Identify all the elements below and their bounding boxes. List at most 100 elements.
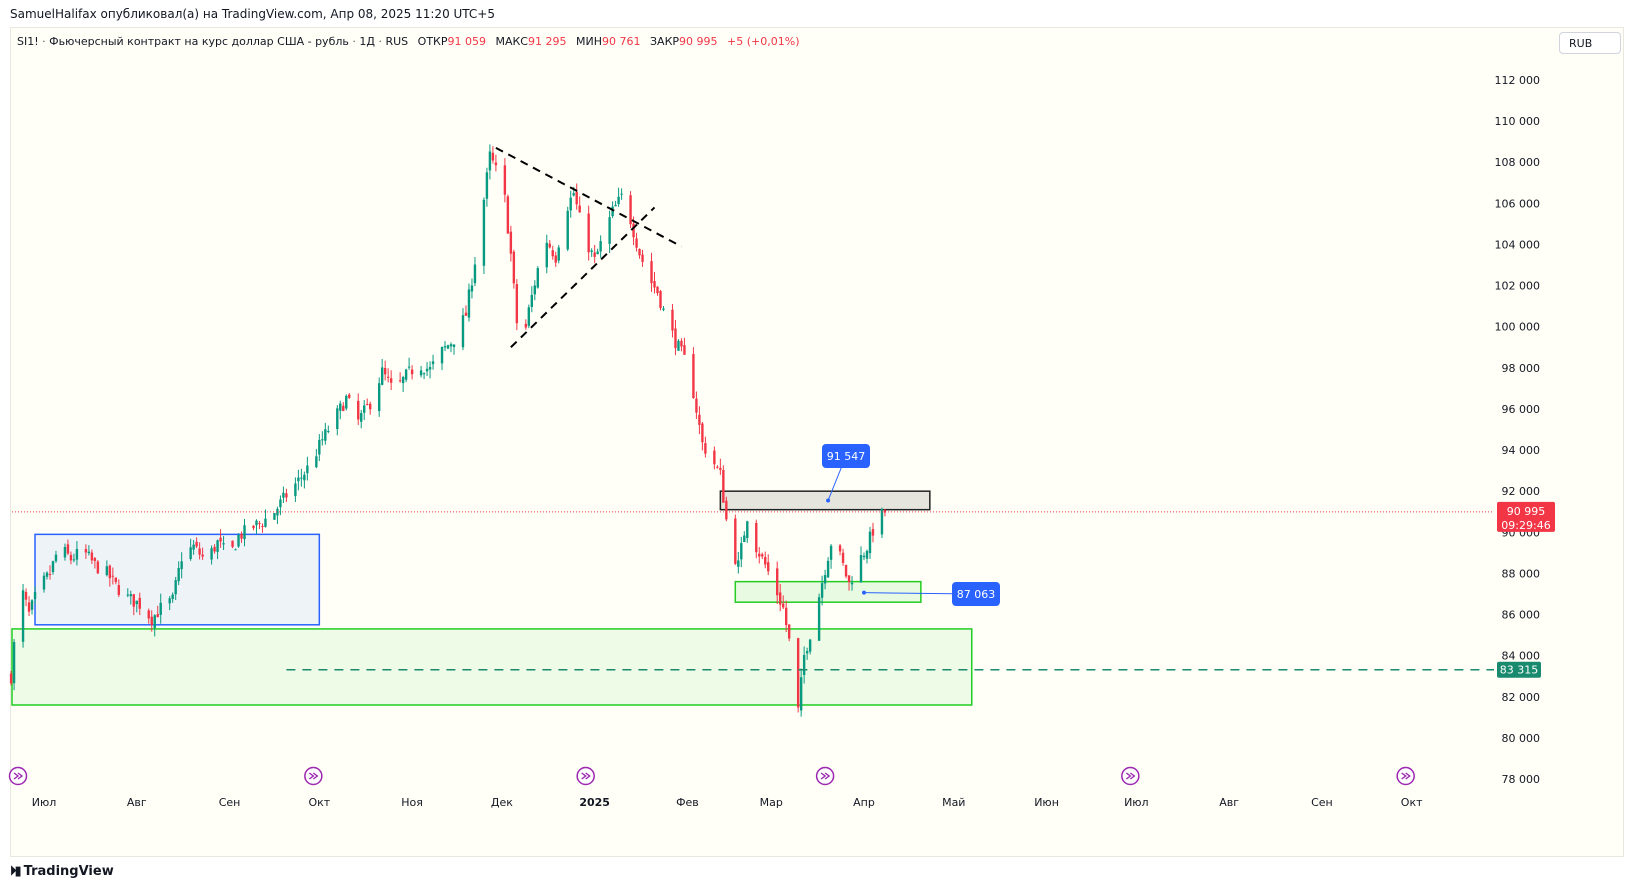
time-tick-label: Ноя — [401, 796, 423, 809]
time-tick-label: Сен — [1311, 796, 1333, 809]
candle-body — [677, 340, 680, 351]
legend-low-value: 90 761 — [602, 35, 641, 48]
candle-body — [180, 561, 183, 570]
candle-body — [369, 403, 372, 410]
symbol-legend[interactable]: SI1! · Фьючерсный контракт на курс долла… — [17, 35, 800, 48]
candle-body — [42, 575, 46, 590]
candle-body — [243, 525, 246, 540]
time-tick-label: Июл — [32, 796, 57, 809]
price-tick-label: 96 000 — [1502, 403, 1541, 416]
candle-body — [345, 395, 348, 409]
candle-body — [419, 370, 423, 376]
candle-body — [572, 193, 575, 196]
event-marker-icon[interactable] — [1396, 766, 1415, 786]
current-price-tag-label: 90 995 — [1507, 505, 1546, 518]
resistance-zone[interactable] — [719, 490, 931, 511]
trendline[interactable] — [495, 146, 682, 248]
candle-body — [880, 508, 884, 535]
candle-body — [147, 610, 150, 619]
candle-body — [425, 368, 429, 372]
candle-body — [515, 284, 519, 324]
candle-body — [656, 286, 659, 294]
candle-body — [177, 567, 180, 582]
candle-body — [826, 560, 830, 578]
candle-body — [841, 552, 845, 563]
range-box[interactable] — [34, 533, 321, 626]
candle-body — [300, 477, 303, 479]
candle-body — [593, 252, 596, 257]
event-marker-icon[interactable] — [1121, 766, 1140, 786]
candle-body — [859, 555, 863, 583]
candle-body — [524, 323, 528, 328]
candle-body — [383, 368, 387, 375]
candle-body — [716, 466, 719, 468]
candle-body — [321, 439, 324, 441]
legend-interval[interactable]: 1Д — [359, 35, 375, 48]
candle-body — [339, 403, 342, 411]
candle-body — [138, 597, 141, 609]
candle-body — [132, 594, 135, 607]
candle-body — [90, 552, 94, 561]
demand-zone[interactable] — [11, 628, 973, 706]
support-zone[interactable] — [734, 580, 922, 603]
candle-body — [201, 554, 204, 557]
callout-box[interactable] — [822, 444, 870, 468]
candle-body — [805, 651, 809, 654]
candle-body — [389, 378, 393, 383]
event-marker-icon[interactable] — [815, 766, 835, 786]
candle-body — [799, 677, 803, 711]
current-price-tag[interactable] — [1497, 501, 1555, 532]
candle-body — [755, 523, 758, 553]
candle-body — [653, 281, 656, 288]
candle-body — [261, 526, 264, 528]
time-tick-label: Дек — [491, 796, 513, 809]
event-marker-icon[interactable] — [576, 766, 595, 786]
candle-body — [72, 559, 76, 561]
candle-body — [297, 477, 300, 482]
candle-body — [776, 568, 779, 596]
candle-body — [871, 529, 875, 536]
candle-body — [883, 510, 887, 513]
event-marker-icon[interactable] — [304, 766, 323, 786]
candle-body — [126, 594, 129, 596]
event-marker-chevron — [308, 772, 319, 780]
target-price-tag[interactable] — [1497, 661, 1541, 678]
candle-body — [315, 456, 318, 468]
candle-body — [659, 291, 662, 309]
time-tick-label: Май — [942, 796, 965, 809]
candle-body — [551, 250, 554, 257]
legend-symbol[interactable]: SI1! — [17, 35, 39, 48]
tradingview-brand: TradingView — [23, 864, 114, 879]
candle-body — [360, 413, 363, 422]
candle-body — [255, 520, 258, 526]
time-tick-label: 2025 — [579, 796, 610, 809]
event-marker-icon[interactable] — [8, 766, 28, 786]
candle-body — [159, 602, 162, 615]
tradingview-logo[interactable]: ⏵▮ TradingView — [10, 864, 114, 879]
candle-body — [348, 394, 351, 398]
price-tick-label: 100 000 — [1495, 321, 1541, 334]
candle-body — [93, 558, 97, 561]
candle-body — [638, 248, 641, 256]
candle-body — [357, 400, 360, 420]
candle-body — [336, 408, 339, 430]
chart-pane[interactable] — [10, 27, 1624, 857]
price-tick-label: 78 000 — [1502, 773, 1541, 786]
currency-button[interactable]: RUB — [1559, 32, 1621, 54]
callout-box[interactable] — [952, 582, 1000, 606]
candle-body — [377, 383, 381, 412]
candle-body — [150, 616, 153, 626]
candle-body — [213, 546, 216, 552]
candle-body — [449, 344, 453, 347]
candle-body — [545, 242, 548, 268]
candle-body — [231, 540, 234, 547]
candle-body — [764, 557, 767, 565]
trendline[interactable] — [510, 206, 656, 348]
candle-body — [135, 600, 138, 605]
tradingview-mark-icon: ⏵▮ — [10, 864, 22, 879]
candle-body — [620, 193, 623, 195]
candle-body — [264, 518, 267, 527]
candle-body — [632, 223, 635, 238]
candle-body — [865, 550, 869, 559]
